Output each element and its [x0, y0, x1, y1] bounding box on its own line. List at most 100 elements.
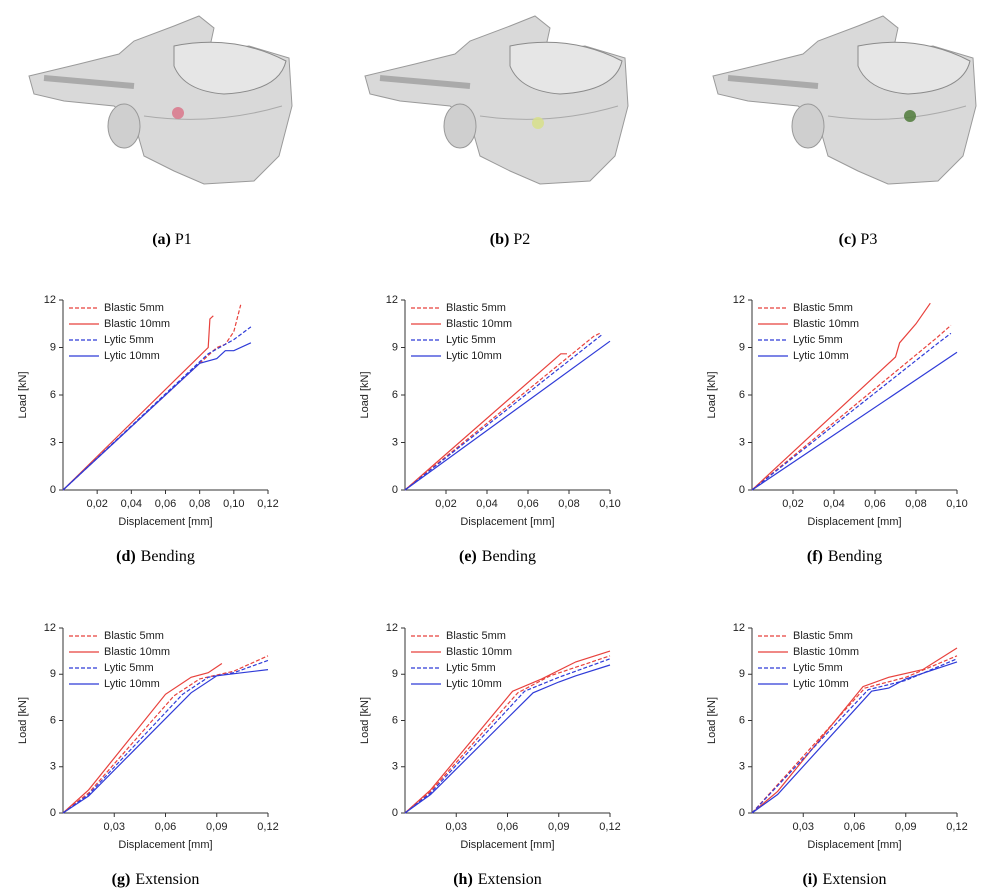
data-line	[751, 332, 952, 491]
x-tick-label: 0,02	[782, 498, 803, 510]
x-tick-label: 0,04	[823, 498, 844, 510]
legend-label: Lytic 5mm	[104, 334, 154, 346]
x-tick-label: 0,06	[844, 821, 865, 833]
x-tick-label: 0,02	[86, 498, 107, 510]
y-tick-label: 12	[386, 622, 398, 634]
data-line	[62, 659, 269, 814]
x-tick-label: 0,06	[864, 498, 885, 510]
y-tick-label: 3	[50, 436, 56, 448]
x-tick-label: 0,09	[206, 821, 227, 833]
y-tick-label: 0	[392, 484, 398, 496]
x-tick-label: 0,12	[257, 821, 278, 833]
data-line	[404, 340, 611, 491]
y-tick-label: 0	[50, 807, 56, 819]
data-line	[62, 663, 223, 814]
data-line	[62, 655, 269, 814]
y-tick-label: 6	[392, 389, 398, 401]
legend-label: Lytic 10mm	[104, 350, 160, 362]
caption-text: Extension	[478, 871, 542, 888]
caption-label: (d)	[116, 548, 136, 565]
y-tick-label: 6	[50, 389, 56, 401]
legend-label: Blastic 10mm	[446, 646, 512, 658]
y-tick-label: 12	[733, 294, 745, 306]
caption-label: (h)	[453, 871, 473, 888]
legend-label: Blastic 5mm	[793, 630, 853, 642]
caption: (g) Extension	[112, 871, 200, 888]
data-line	[404, 334, 603, 491]
x-tick-label: 0,12	[599, 821, 620, 833]
y-tick-label: 9	[739, 668, 745, 680]
y-tick-label: 0	[739, 484, 745, 496]
y-tick-label: 9	[392, 341, 398, 353]
legend-label: Lytic 5mm	[446, 334, 496, 346]
x-tick-label: 0,09	[548, 821, 569, 833]
y-axis-label: Load [kN]	[17, 697, 29, 744]
y-tick-label: 12	[386, 294, 398, 306]
legend-label: Lytic 10mm	[104, 678, 160, 690]
caption: (b) P2	[490, 231, 530, 248]
caption: (i) Extension	[802, 871, 886, 888]
legend-label: Blastic 5mm	[446, 630, 506, 642]
data-line	[62, 342, 252, 491]
y-tick-label: 6	[739, 389, 745, 401]
caption-text: P3	[860, 231, 877, 248]
y-tick-label: 9	[50, 341, 56, 353]
legend-label: Lytic 10mm	[793, 350, 849, 362]
x-tick-label: 0,03	[104, 821, 125, 833]
caption-text: P1	[175, 231, 192, 248]
caption-text: Bending	[141, 548, 195, 565]
caption-label: (b)	[490, 231, 510, 248]
vertebra-image	[713, 16, 976, 184]
legend-label: Blastic 10mm	[793, 318, 859, 330]
vertebra-image	[365, 16, 628, 184]
x-tick-label: 0,10	[599, 498, 620, 510]
data-line	[404, 655, 611, 814]
legend-label: Blastic 5mm	[104, 302, 164, 314]
x-tick-label: 0,06	[517, 498, 538, 510]
y-axis-label: Load [kN]	[359, 371, 371, 418]
x-axis-label: Displacement [mm]	[807, 839, 901, 851]
legend-label: Lytic 5mm	[446, 662, 496, 674]
caption-label: (f)	[807, 548, 823, 565]
x-tick-label: 0,09	[895, 821, 916, 833]
data-line	[404, 664, 611, 814]
y-tick-label: 0	[50, 484, 56, 496]
x-tick-label: 0,04	[121, 498, 142, 510]
legend-label: Blastic 5mm	[104, 630, 164, 642]
x-tick-label: 0,03	[446, 821, 467, 833]
caption-label: (a)	[152, 231, 171, 248]
y-tick-label: 0	[739, 807, 745, 819]
caption: (h) Extension	[453, 871, 542, 888]
y-tick-label: 12	[733, 622, 745, 634]
caption-label: (i)	[802, 871, 817, 888]
x-axis-label: Displacement [mm]	[807, 516, 901, 528]
y-axis-label: Load [kN]	[17, 371, 29, 418]
data-line	[751, 655, 958, 814]
x-tick-label: 0,06	[155, 821, 176, 833]
caption-text: Bending	[828, 548, 882, 565]
legend-label: Blastic 5mm	[446, 302, 506, 314]
x-tick-label: 0,10	[223, 498, 244, 510]
x-axis-label: Displacement [mm]	[118, 516, 212, 528]
y-tick-label: 3	[739, 761, 745, 773]
x-tick-label: 0,02	[435, 498, 456, 510]
data-line	[404, 658, 611, 814]
data-line	[751, 351, 958, 491]
legend-label: Blastic 10mm	[446, 318, 512, 330]
caption-text: Bending	[482, 548, 536, 565]
data-line	[751, 647, 958, 814]
y-tick-label: 0	[392, 807, 398, 819]
data-line	[751, 661, 958, 814]
legend-label: Lytic 10mm	[446, 678, 502, 690]
y-axis-label: Load [kN]	[706, 697, 718, 744]
y-tick-label: 12	[44, 622, 56, 634]
vertebra-image	[29, 16, 292, 184]
y-tick-label: 9	[392, 668, 398, 680]
caption-text: Extension	[823, 871, 887, 888]
legend-label: Lytic 10mm	[446, 350, 502, 362]
x-tick-label: 0,12	[946, 821, 967, 833]
y-tick-label: 6	[50, 714, 56, 726]
caption-label: (e)	[459, 548, 477, 565]
x-tick-label: 0,04	[476, 498, 497, 510]
